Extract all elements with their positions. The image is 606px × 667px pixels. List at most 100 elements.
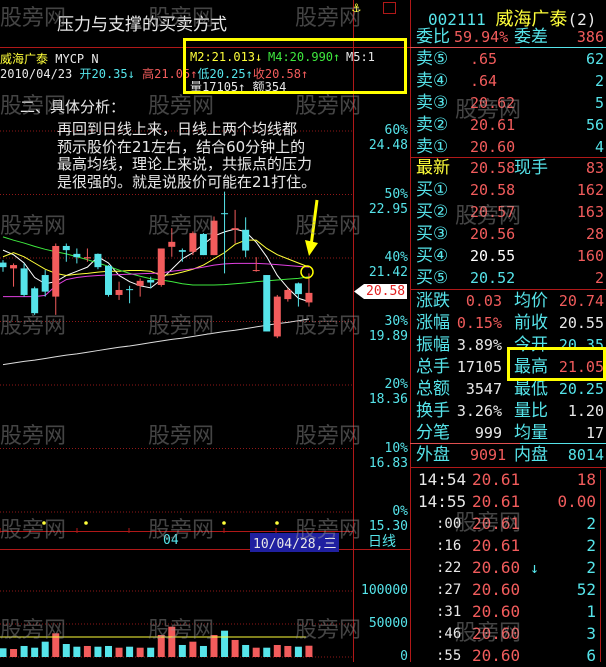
candle[interactable]: [0, 260, 7, 272]
candle[interactable]: [62, 243, 70, 262]
candle[interactable]: [136, 278, 144, 297]
highlight-box-header: [183, 38, 407, 94]
window-restore-icon[interactable]: [383, 2, 396, 14]
volume-bar[interactable]: [73, 646, 81, 657]
volume-bar[interactable]: [0, 648, 7, 657]
volume-bar[interactable]: [31, 647, 39, 657]
period-label[interactable]: 日线: [368, 534, 396, 550]
volume-bar[interactable]: [126, 646, 134, 657]
candle[interactable]: [168, 228, 176, 257]
candle[interactable]: [115, 281, 123, 300]
candle[interactable]: [94, 253, 102, 270]
candle[interactable]: [10, 263, 18, 287]
date-cursor-label: 10/04/28,三: [250, 533, 340, 552]
candle[interactable]: [157, 248, 165, 287]
candle[interactable]: [105, 265, 112, 297]
candlestick-chart[interactable]: [0, 0, 410, 662]
candle[interactable]: [305, 273, 313, 307]
candle[interactable]: [231, 209, 239, 244]
buy-row[interactable]: 买④ 20.55 160: [412, 245, 606, 267]
panel-divider: [410, 0, 411, 662]
volume-bar[interactable]: [105, 645, 112, 657]
volume-bar[interactable]: [62, 643, 70, 657]
candle[interactable]: [31, 286, 39, 315]
volume-bar[interactable]: [242, 644, 250, 657]
candle[interactable]: [41, 270, 49, 297]
candle[interactable]: [273, 294, 281, 339]
tick-scrollbar[interactable]: [600, 470, 601, 662]
candle[interactable]: [221, 191, 229, 274]
candle[interactable]: [189, 231, 197, 256]
volume-bar[interactable]: [52, 633, 60, 657]
candle-body: [126, 289, 134, 291]
sell-row[interactable]: 卖④ .64 2: [412, 70, 606, 92]
volume-bar[interactable]: [221, 630, 229, 657]
candle[interactable]: [73, 248, 81, 264]
candle[interactable]: [83, 248, 91, 262]
candle[interactable]: [178, 248, 186, 262]
signal-dot: [275, 521, 279, 525]
stock-name: 威海广泰: [0, 52, 49, 66]
volume-bar[interactable]: [41, 641, 49, 657]
candle[interactable]: [252, 257, 260, 272]
tick-direction-icon: ↓: [530, 559, 540, 577]
outer-inner-row: 外盘 9091 内盘 8014: [412, 444, 606, 466]
candle[interactable]: [52, 243, 60, 315]
candle[interactable]: [20, 263, 28, 297]
volume-bar[interactable]: [273, 644, 281, 657]
stat-label: 总额: [416, 379, 450, 399]
volume-bar[interactable]: [199, 645, 207, 657]
tick-price: 20.61: [472, 536, 521, 555]
candle-body: [136, 280, 144, 286]
tick-volume: 6: [586, 646, 596, 665]
stat-value: 3.89%: [456, 336, 502, 354]
tick-price: 20.60: [472, 624, 521, 643]
volume-bar[interactable]: [20, 645, 28, 657]
candle[interactable]: [199, 233, 207, 256]
sell-row[interactable]: 卖① 20.60 4: [412, 136, 606, 158]
candle[interactable]: [294, 282, 302, 307]
volume-bar[interactable]: [231, 639, 239, 657]
candle-body: [221, 213, 229, 215]
buy-label: 买①: [416, 180, 449, 200]
candle[interactable]: [126, 285, 134, 304]
volume-bar[interactable]: [210, 635, 218, 657]
volume-bar[interactable]: [115, 647, 123, 657]
buy-volume: 163: [576, 203, 604, 221]
tick-price: 20.60: [472, 580, 521, 599]
sell-row[interactable]: 卖③ 20.62 5: [412, 92, 606, 114]
candle-body: [284, 289, 292, 300]
volume-bar[interactable]: [136, 647, 144, 657]
buy-row[interactable]: 买③ 20.56 28: [412, 223, 606, 245]
volume-bar[interactable]: [252, 647, 260, 657]
stat-value: 0.03: [465, 292, 502, 310]
volume-bar[interactable]: [94, 646, 102, 657]
candle[interactable]: [147, 276, 155, 289]
candle[interactable]: [210, 216, 218, 256]
sell-row[interactable]: 卖⑤ .65 62: [412, 48, 606, 70]
volume-bar[interactable]: [189, 641, 197, 657]
sell-row[interactable]: 卖② 20.61 56: [412, 114, 606, 136]
volume-bar[interactable]: [178, 644, 186, 657]
volume-bar[interactable]: [147, 647, 155, 657]
volume-bar[interactable]: [284, 645, 292, 657]
volume-bar[interactable]: [263, 647, 271, 657]
volume-bar[interactable]: [157, 635, 165, 657]
volume-bar[interactable]: [10, 649, 18, 657]
tick-row: 14:54 20.61 18: [412, 469, 606, 491]
ma4-value: M4:20.990↑: [268, 50, 341, 64]
stat-label: 量比: [514, 401, 548, 421]
anchor-icon[interactable]: ⚓: [352, 0, 361, 16]
volume-axis-label: 50000: [368, 616, 408, 631]
buy-row[interactable]: 买① 20.58 162: [412, 179, 606, 201]
sell-label: 卖③: [416, 93, 449, 113]
volume-bar[interactable]: [83, 645, 91, 657]
candle[interactable]: [263, 275, 271, 332]
buy-row[interactable]: 买② 20.57 163: [412, 201, 606, 223]
volume-bar[interactable]: [305, 645, 313, 657]
candle[interactable]: [284, 288, 292, 302]
buy-row[interactable]: 买⑤ 20.52 2: [412, 267, 606, 289]
volume-bar[interactable]: [168, 626, 176, 657]
volume-bar[interactable]: [294, 646, 302, 657]
candle[interactable]: [242, 217, 250, 258]
